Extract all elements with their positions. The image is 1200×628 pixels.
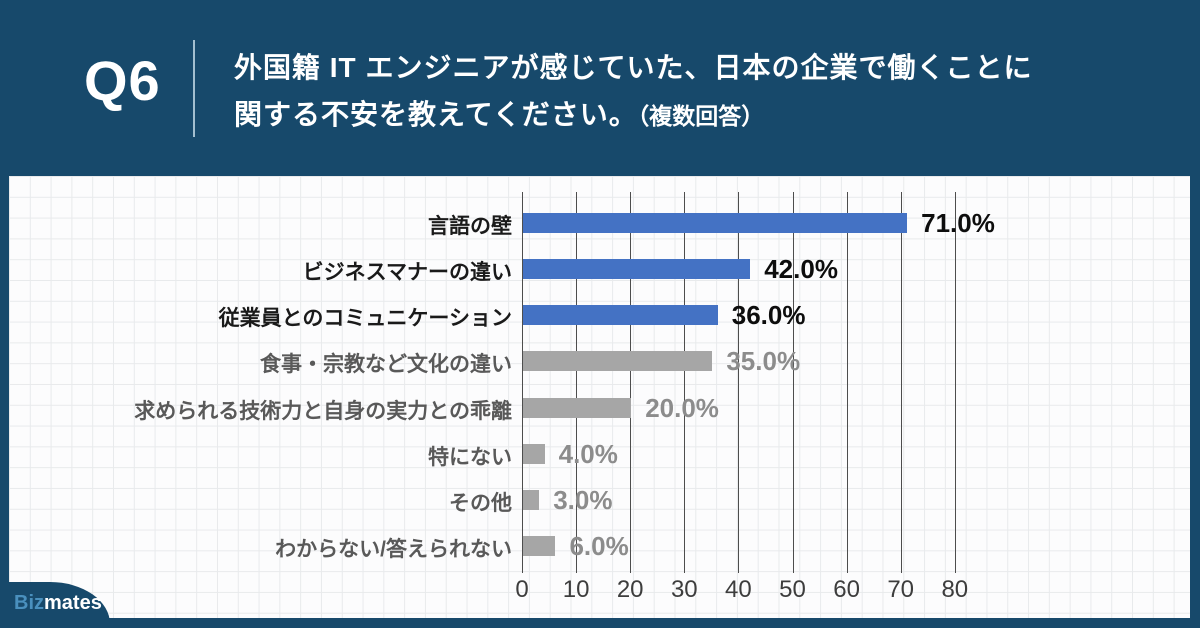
chart-panel: 0 10 20 30 40 50 60 70 80 言語の壁 71.0% ビジネスマナーの違い 42.0… xyxy=(9,176,1190,618)
x-axis-tick xyxy=(630,565,632,573)
x-axis-tick-label: 60 xyxy=(833,576,860,603)
bar xyxy=(523,259,751,280)
bar xyxy=(523,536,556,557)
x-axis-tick-label: 30 xyxy=(670,576,698,603)
value-label: 35.0% xyxy=(726,346,801,377)
logo-part-mates: mates xyxy=(44,592,102,614)
category-label: 言語の壁 xyxy=(428,215,512,238)
category-label: 求められる技術力と自身の実力との乖離 xyxy=(134,399,512,423)
category-label: その他 xyxy=(449,491,512,515)
question-title-line2: 関する不安を教えてください。（複数回答） xyxy=(234,91,1032,140)
value-label: 42.0% xyxy=(764,254,838,285)
x-axis-tick xyxy=(846,565,848,573)
x-gridline xyxy=(900,192,902,565)
bizmates-logo-badge: Bizmates xyxy=(0,582,110,628)
category-label: わからない/答えられない xyxy=(275,538,512,562)
x-gridline xyxy=(630,192,632,565)
bottom-navy-strip xyxy=(0,618,1200,628)
x-gridline xyxy=(522,192,523,565)
value-label: 20.0% xyxy=(645,392,719,423)
x-axis-tick xyxy=(738,565,740,573)
header-banner: Q6 外国籍 IT エンジニアが感じていた、日本の企業で働くことに 関する不安を… xyxy=(0,0,1200,176)
bar xyxy=(523,351,713,372)
category-label: ビジネスマナーの違い xyxy=(302,261,512,285)
logo-part-biz: Biz xyxy=(14,592,44,614)
bar xyxy=(523,443,545,464)
x-axis-tick-label: 80 xyxy=(941,576,969,603)
bar xyxy=(523,213,908,233)
question-title-line1: 外国籍 IT エンジニアが感じていた、日本の企業で働くことに xyxy=(234,52,1033,83)
x-axis-tick xyxy=(576,565,578,573)
question-number: Q6 xyxy=(84,49,161,112)
x-gridline xyxy=(738,192,740,565)
question-title: 外国籍 IT エンジニアが感じていた、日本の企業で働くことに 関する不安を教えて… xyxy=(234,44,1032,140)
x-axis-tick xyxy=(792,565,794,573)
x-gridline xyxy=(846,192,848,565)
value-label: 36.0% xyxy=(731,300,806,331)
x-axis-tick-label: 40 xyxy=(725,576,752,603)
x-gridline xyxy=(684,192,686,565)
bar xyxy=(523,489,540,510)
value-label: 71.0% xyxy=(921,208,995,238)
question-title-note: （複数回答） xyxy=(637,103,765,129)
bar xyxy=(523,305,718,326)
x-axis-tick xyxy=(954,565,956,573)
x-gridline xyxy=(576,192,578,565)
x-axis-tick-label: 0 xyxy=(515,576,529,603)
x-axis-tick xyxy=(522,565,523,573)
x-gridline xyxy=(954,192,956,565)
category-label: 食事・宗教など文化の違い xyxy=(260,353,512,377)
value-label: 4.0% xyxy=(558,438,618,469)
x-axis-tick xyxy=(684,565,686,573)
x-axis-tick-label: 50 xyxy=(779,576,806,603)
x-gridline xyxy=(792,192,794,565)
category-label: 従業員とのコミュニケーション xyxy=(218,307,512,331)
x-axis-tick-label: 20 xyxy=(616,576,644,603)
question-title-line2-text: 関する不安を教えてください。 xyxy=(234,99,638,130)
x-axis-tick-label: 10 xyxy=(562,576,590,603)
x-axis-tick-label: 70 xyxy=(887,576,915,603)
value-label: 3.0% xyxy=(553,484,613,515)
bar xyxy=(523,397,632,418)
category-label: 特にない xyxy=(428,445,512,469)
header-separator-line xyxy=(193,40,195,137)
value-label: 6.0% xyxy=(569,531,629,562)
x-axis-tick xyxy=(900,565,902,573)
bizmates-logo: Bizmates xyxy=(14,592,102,615)
